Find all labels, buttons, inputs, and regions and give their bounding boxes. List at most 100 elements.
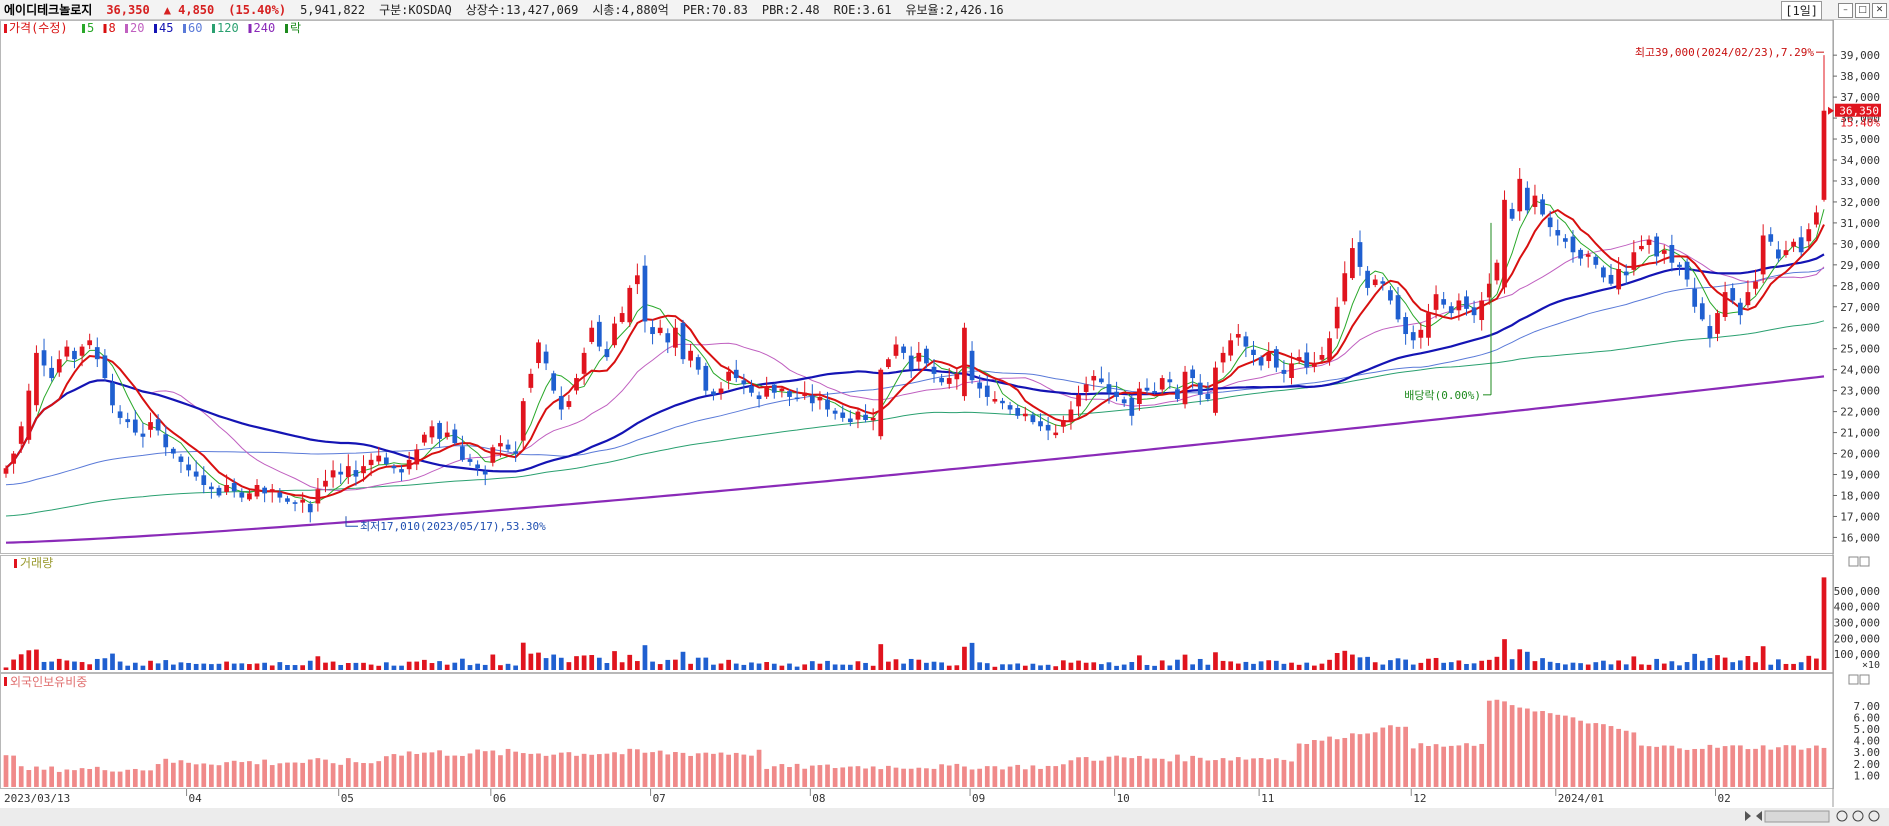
foreign-ratio-bar[interactable] <box>787 767 792 787</box>
candle-body[interactable] <box>1608 274 1614 284</box>
foreign-ratio-bar[interactable] <box>1076 757 1081 787</box>
volume-bar[interactable] <box>269 665 275 670</box>
scroll-thumb[interactable] <box>1764 810 1830 823</box>
foreign-ratio-bar[interactable] <box>1699 748 1705 787</box>
volume-bar[interactable] <box>1091 662 1097 670</box>
foreign-ratio-bar[interactable] <box>18 766 24 787</box>
volume-bar[interactable] <box>802 664 808 670</box>
volume-bar[interactable] <box>1114 665 1119 670</box>
candle-body[interactable] <box>840 412 846 418</box>
candle-body[interactable] <box>1494 262 1500 281</box>
volume-bar[interactable] <box>64 660 70 670</box>
candle-body[interactable] <box>460 446 465 460</box>
foreign-ratio-bar[interactable] <box>148 770 153 787</box>
volume-bar[interactable] <box>1022 665 1028 670</box>
volume-bar[interactable] <box>650 661 655 670</box>
volume-bar[interactable] <box>1532 661 1538 670</box>
volume-bar[interactable] <box>1281 663 1287 670</box>
foreign-ratio-bar[interactable] <box>665 754 671 787</box>
candle-body[interactable] <box>132 419 138 433</box>
foreign-ratio-bar[interactable] <box>886 765 891 787</box>
foreign-ratio-bar[interactable] <box>1114 755 1119 787</box>
candle-body[interactable] <box>1319 355 1325 360</box>
volume-bar[interactable] <box>1593 662 1599 670</box>
foreign-ratio-bar[interactable] <box>634 749 640 787</box>
volume-bar[interactable] <box>1639 664 1644 670</box>
foreign-ratio-bar[interactable] <box>1083 757 1089 787</box>
candle-body[interactable] <box>1357 242 1363 267</box>
foreign-ratio-bar[interactable] <box>1197 757 1203 787</box>
foreign-ratio-bar[interactable] <box>1258 758 1264 787</box>
volume-bar[interactable] <box>665 659 671 670</box>
candle-body[interactable] <box>1456 300 1462 311</box>
volume-bar[interactable] <box>247 664 252 670</box>
foreign-ratio-bar[interactable] <box>1585 723 1591 787</box>
foreign-ratio-bar[interactable] <box>1593 723 1599 787</box>
foreign-ratio-bar[interactable] <box>1502 701 1507 787</box>
candle-body[interactable] <box>11 453 16 464</box>
candle-body[interactable] <box>1243 336 1249 347</box>
volume-bar[interactable] <box>1464 663 1469 670</box>
volume-bar[interactable] <box>1159 660 1165 670</box>
foreign-ratio-bar[interactable] <box>551 754 557 787</box>
candle-body[interactable] <box>444 432 450 437</box>
foreign-ratio-bar[interactable] <box>1814 745 1819 787</box>
volume-bar[interactable] <box>1715 655 1720 670</box>
candle-body[interactable] <box>1076 394 1081 407</box>
volume-bar[interactable] <box>1266 660 1272 670</box>
volume-bar[interactable] <box>292 665 298 670</box>
candle-body[interactable] <box>1000 400 1005 404</box>
volume-bar[interactable] <box>490 654 496 670</box>
candle-body[interactable] <box>1418 329 1424 338</box>
foreign-ratio-bar[interactable] <box>1494 699 1500 787</box>
volume-bar[interactable] <box>901 663 906 670</box>
volume-bar[interactable] <box>627 654 633 670</box>
volume-bar[interactable] <box>977 662 983 670</box>
foreign-ratio-bar[interactable] <box>1456 745 1462 787</box>
candle-body[interactable] <box>178 456 184 462</box>
volume-bar[interactable] <box>338 664 344 670</box>
volume-bar[interactable] <box>1753 662 1758 670</box>
candle-body[interactable] <box>1426 313 1431 338</box>
candle-body[interactable] <box>1707 326 1713 339</box>
volume-bar[interactable] <box>1273 660 1279 670</box>
volume-bar[interactable] <box>1821 577 1827 670</box>
candle-body[interactable] <box>1304 352 1310 368</box>
foreign-ratio-bar[interactable] <box>840 767 846 787</box>
foreign-ratio-bar[interactable] <box>612 752 617 787</box>
candle-body[interactable] <box>1015 408 1021 416</box>
ma8-line[interactable] <box>5 208 1825 500</box>
foreign-ratio-bar[interactable] <box>429 752 435 787</box>
foreign-ratio-bar[interactable] <box>26 770 32 787</box>
candle-body[interactable] <box>1045 424 1051 431</box>
candle-body[interactable] <box>794 397 800 400</box>
volume-bar[interactable] <box>946 665 952 670</box>
minimize-icon[interactable]: – <box>1838 3 1853 18</box>
volume-bar[interactable] <box>893 659 899 670</box>
foreign-ratio-bar[interactable] <box>718 752 724 787</box>
candle-body[interactable] <box>1547 217 1553 228</box>
foreign-ratio-bar[interactable] <box>1783 745 1789 787</box>
foreign-ratio-bar[interactable] <box>908 768 914 787</box>
candle-body[interactable] <box>1281 369 1287 374</box>
foreign-ratio-bar[interactable] <box>102 770 108 787</box>
candle-body[interactable] <box>482 471 488 475</box>
volume-bar[interactable] <box>132 662 138 670</box>
candle-body[interactable] <box>1182 371 1188 405</box>
candle-body[interactable] <box>817 396 823 401</box>
candle-body[interactable] <box>338 471 344 475</box>
foreign-ratio-bar[interactable] <box>72 770 77 787</box>
candle-body[interactable] <box>1152 391 1157 393</box>
volume-bar[interactable] <box>939 662 944 670</box>
foreign-ratio-bar[interactable] <box>178 760 184 787</box>
candle-body[interactable] <box>383 457 389 465</box>
volume-bar[interactable] <box>1372 662 1378 670</box>
candle-body[interactable] <box>1532 195 1538 207</box>
candle-body[interactable] <box>315 489 321 504</box>
foreign-ratio-bar[interactable] <box>802 768 808 787</box>
volume-bar[interactable] <box>209 664 214 670</box>
volume-bar[interactable] <box>1646 664 1652 670</box>
foreign-ratio-bar[interactable] <box>1015 764 1021 787</box>
foreign-ratio-bar[interactable] <box>733 752 739 787</box>
candle-body[interactable] <box>498 443 503 447</box>
